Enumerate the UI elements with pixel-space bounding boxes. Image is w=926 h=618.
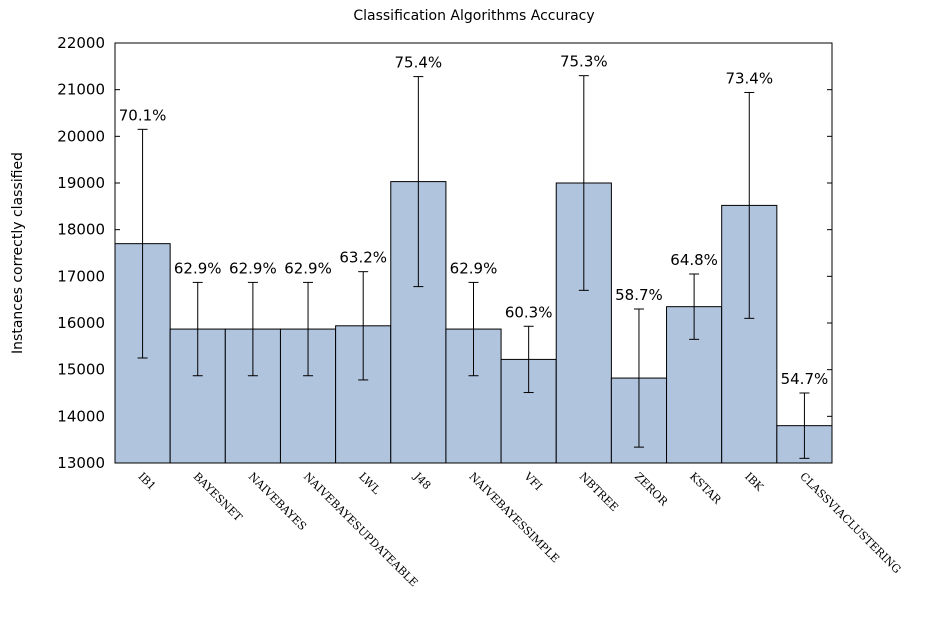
bar	[390, 181, 447, 464]
y-tick-label: 15000	[57, 361, 105, 379]
y-tick-label: 13000	[57, 454, 105, 472]
annotation: 62.9%	[284, 259, 332, 277]
y-axis-label: Instances correctly classified	[10, 152, 26, 354]
annotation: 62.9%	[450, 259, 498, 277]
annotation: 70.1%	[119, 106, 167, 124]
x-tick-label: IB1	[135, 470, 158, 493]
x-tick-label: KSTAR	[687, 470, 724, 507]
x-tick-label: NAIVEBAYESSIMPLE	[466, 470, 561, 565]
y-tick-label: 17000	[57, 267, 105, 285]
plot-frame	[114, 42, 833, 464]
y-tick-label: 20000	[57, 127, 105, 145]
annotation: 62.9%	[174, 259, 222, 277]
y-tick-label: 19000	[57, 174, 105, 192]
annotation: 73.4%	[725, 69, 773, 87]
annotation: 63.2%	[339, 249, 387, 267]
x-tick-label: NAIVEBAYESUPDATEABLE	[301, 470, 420, 589]
x-tick-label: NAIVEBAYES	[246, 470, 309, 533]
x-tick-label: IBK	[742, 470, 766, 494]
y-tick-label: 14000	[57, 407, 105, 425]
x-tick-label: VFI	[521, 469, 545, 493]
annotation: 58.7%	[615, 286, 663, 304]
y-tick-label: 22000	[57, 34, 105, 52]
y-tick-label: 21000	[57, 81, 105, 99]
annotation: 75.4%	[395, 54, 443, 72]
x-tick-label: LWL	[356, 470, 383, 497]
annotation: 54.7%	[781, 370, 829, 388]
x-tick-label: J48	[411, 469, 434, 492]
annotation: 62.9%	[229, 259, 277, 277]
x-tick-label: BAYESNET	[191, 470, 245, 524]
annotation: 64.8%	[670, 251, 718, 269]
x-tick-label: CLASSVIACLUSTERING	[797, 470, 903, 576]
y-tick-label: 16000	[57, 314, 105, 332]
annotation: 60.3%	[505, 303, 553, 321]
annotation: 75.3%	[560, 53, 608, 71]
chart-title: Classification Algorithms Accuracy	[353, 8, 594, 24]
x-tick-label: ZEROR	[632, 470, 671, 509]
x-tick-label: NBTREE	[577, 470, 621, 514]
y-tick-label: 18000	[57, 221, 105, 239]
